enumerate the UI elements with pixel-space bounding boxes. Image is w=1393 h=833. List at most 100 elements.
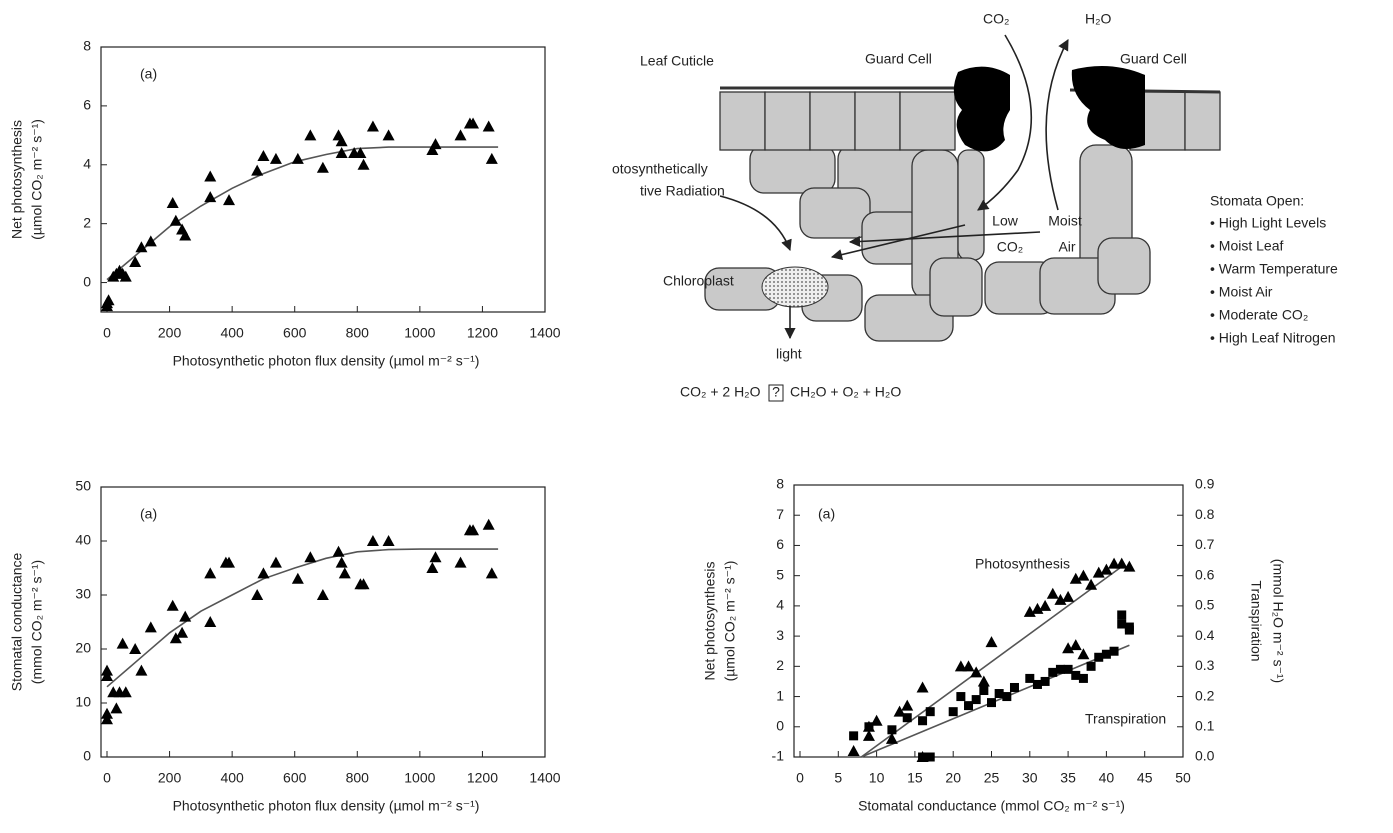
point [1086,661,1096,671]
point [204,616,217,627]
x-tick-label: 45 [1137,770,1153,786]
point [1025,673,1035,683]
x-axis-label: Stomatal conductance (mmol CO₂ m⁻² s⁻¹) [858,798,1125,814]
point [870,714,883,726]
point [1062,590,1075,602]
point [223,556,236,568]
point [482,518,495,530]
y-tick-label: 2 [776,657,784,673]
y2-axis-label: Transpiration [1248,580,1264,661]
y2-tick-label: 0.6 [1195,566,1215,582]
list-item: • Moist Air [1210,284,1273,300]
chloroplast [761,266,829,308]
point [925,707,935,717]
label: Chloroplast [663,273,734,289]
point [485,152,498,164]
y-tick-label: 0 [83,273,91,289]
y-tick-label: 5 [776,566,784,582]
y-tick-label: 40 [75,532,91,548]
point [1023,605,1036,617]
point [1032,679,1042,689]
point [977,675,990,687]
equation: CO₂ + 2 H₂O [680,384,761,400]
point [119,270,132,282]
x-tick-label: 400 [220,325,244,341]
y-tick-label: 4 [83,155,91,171]
point [1069,572,1082,584]
point [223,194,236,206]
x-tick-label: 15 [907,770,923,786]
point [1040,676,1050,686]
point [918,752,928,762]
point [1108,557,1121,569]
point [304,129,317,141]
point [954,660,967,672]
y-tick-label: 8 [776,476,784,492]
y-tick-label: 0 [776,717,784,733]
point [257,149,270,161]
point [925,752,935,762]
point [987,698,996,708]
annotation: Photosynthesis [975,556,1070,572]
x-tick-label: 5 [834,770,842,786]
x-tick-label: 40 [1099,770,1115,786]
point [429,138,442,150]
equation-box [768,384,784,402]
y-tick-label: 20 [75,640,91,656]
x-tick-label: 1400 [529,325,560,341]
y-tick-label: 50 [75,478,91,494]
point [316,589,329,600]
y2-tick-label: 0.5 [1195,597,1215,613]
list: • High Light Levels • Moist Leaf • Warm Te… [1210,215,1338,346]
point [956,692,966,702]
point [335,135,348,147]
point [429,551,442,563]
x-tick-label: 35 [1060,770,1076,786]
point [902,713,912,723]
y-axis-label: (µmol CO₂ m⁻² s⁻¹) [722,561,738,682]
point [1063,664,1073,674]
y-tick-label: -1 [772,748,785,764]
point [985,636,998,648]
y2-tick-label: 0.2 [1195,687,1215,703]
point [971,695,981,705]
x-tick-label: 600 [283,770,307,786]
point [948,707,958,717]
point [176,626,189,638]
guard-cell [1071,66,1145,149]
point [335,147,348,158]
point [454,129,467,141]
x-tick-label: 25 [984,770,1000,786]
point [994,689,1004,699]
annotation: (a) [140,506,157,522]
point [354,147,367,158]
label: Stomata Open: [1210,193,1304,209]
point [1117,619,1127,629]
point [144,621,157,633]
label: light [776,346,802,362]
guard-cell [953,66,1010,152]
point [1055,664,1065,674]
x-tick-label: 800 [346,325,370,341]
point [316,161,329,173]
point [916,681,929,693]
label: Low [992,213,1019,229]
list-item: • High Leaf Nitrogen [1210,330,1336,346]
y-tick-label: 7 [776,506,784,522]
x-tick-label: 1200 [467,325,498,341]
point [291,572,304,584]
point [110,702,123,714]
point [129,643,142,654]
point [179,610,192,622]
x-tick-label: 0 [103,325,111,341]
point [1085,578,1098,590]
y2-tick-label: 0.1 [1195,717,1215,733]
point [1048,667,1058,677]
annotation: Transpiration [1085,711,1166,727]
y-tick-label: 6 [83,97,91,113]
point [101,670,113,681]
point [169,632,182,644]
point [144,235,157,247]
point [862,729,875,741]
point [116,637,129,649]
